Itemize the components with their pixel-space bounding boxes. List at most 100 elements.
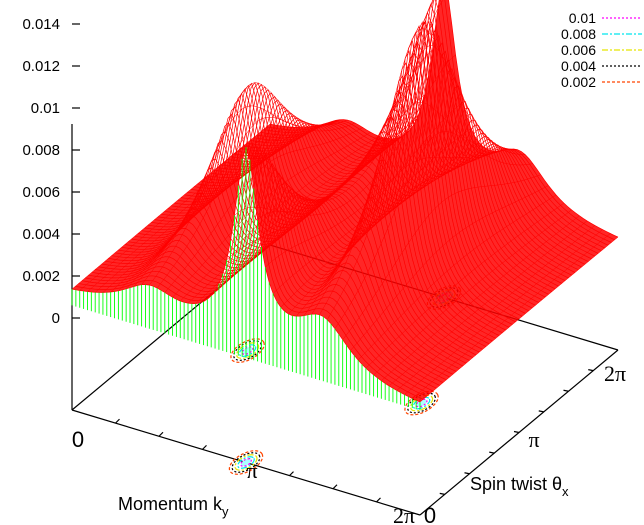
theta-tick-mark — [588, 369, 594, 372]
theta-tick-mark — [464, 472, 470, 475]
mesh-line — [311, 101, 510, 315]
mesh-line — [357, 194, 557, 361]
mesh-line — [269, 0, 619, 238]
z-tick-label: 0 — [52, 310, 60, 327]
mesh-line — [134, 145, 483, 350]
mesh-line — [388, 220, 588, 387]
theta-tick-mark — [489, 451, 495, 454]
mesh-line — [319, 28, 518, 315]
contour-ring — [235, 342, 260, 359]
mesh-line — [211, 130, 410, 296]
z-tick-label: 0.004 — [22, 226, 60, 243]
mesh-line — [280, 142, 479, 308]
mesh-line — [75, 143, 424, 400]
ky-tick-mark — [115, 418, 120, 424]
mesh-line — [108, 177, 457, 372]
mesh-line — [195, 138, 394, 304]
mesh-line — [272, 128, 472, 294]
mesh-line — [110, 126, 309, 293]
surface-mesh — [71, 0, 619, 411]
mesh-line — [210, 93, 559, 287]
mesh-line — [154, 62, 503, 334]
theta-tick-mark — [538, 410, 544, 413]
ky-tick-mark — [202, 444, 207, 450]
mesh-line — [365, 202, 565, 369]
theta-tick-pi: π — [528, 427, 539, 452]
mesh-line — [170, 21, 520, 320]
mesh-line — [101, 167, 450, 378]
mesh-line — [131, 159, 480, 353]
legend-label: 0.01 — [569, 10, 596, 26]
mesh-line — [373, 209, 572, 376]
z-tick-label: 0.002 — [22, 268, 60, 285]
mesh-line — [95, 158, 444, 383]
mesh-line — [174, 19, 523, 317]
mesh-line — [419, 236, 619, 403]
theta-tick-0: 0 — [424, 503, 436, 525]
mesh-line — [218, 118, 418, 284]
contour-ring — [228, 450, 264, 475]
mesh-line — [288, 148, 487, 315]
mesh-line — [85, 146, 434, 392]
mesh-line — [350, 185, 549, 351]
mesh-line — [156, 116, 356, 289]
mesh-line — [412, 233, 611, 399]
contour-ring — [233, 340, 262, 361]
mesh-line — [303, 150, 503, 316]
mesh-line — [133, 121, 333, 287]
mesh-line — [88, 149, 437, 389]
mesh-line — [296, 150, 495, 317]
mesh-line — [334, 131, 533, 329]
mesh-line — [381, 215, 580, 381]
mesh-line — [102, 127, 302, 293]
mesh-line — [265, 101, 464, 268]
legend-label: 0.004 — [561, 58, 596, 74]
z-tick-label: 0.008 — [22, 142, 60, 159]
mesh-line — [147, 89, 497, 339]
legend-label: 0.002 — [561, 74, 596, 90]
contour-ring — [230, 338, 265, 363]
mesh-line — [234, 50, 433, 216]
ky-tick-2pi: 2π — [393, 503, 415, 525]
mesh-line — [249, 0, 444, 203]
ky-tick-mark — [376, 497, 381, 503]
theta-axis-title: Spin twist θx — [470, 474, 569, 499]
contour-ring — [407, 392, 436, 414]
z-tick-label: 0.006 — [22, 184, 60, 201]
mesh-line — [187, 137, 387, 304]
mesh-line — [125, 123, 325, 289]
mesh-line — [118, 125, 317, 291]
mesh-line — [342, 174, 541, 340]
z-tick-label: 0.014 — [22, 16, 60, 33]
mesh-line — [396, 225, 595, 391]
mesh-line — [104, 172, 454, 375]
legend-label: 0.008 — [561, 26, 596, 42]
theta-tick-mark — [563, 389, 569, 392]
contour-ring — [409, 394, 434, 412]
mesh-line — [177, 20, 526, 314]
mesh-line — [124, 184, 473, 358]
mesh-line — [404, 229, 603, 395]
ky-tick-mark — [289, 471, 294, 477]
z-tick-label: 0.01 — [31, 100, 60, 117]
legend-label: 0.006 — [561, 42, 596, 58]
mesh-line — [164, 127, 363, 293]
ky-axis-title: Momentum ky — [118, 494, 229, 519]
mesh-line — [95, 127, 294, 293]
ky-tick-0: 0 — [72, 427, 84, 452]
mesh-line — [87, 126, 286, 292]
mesh-line — [326, 45, 526, 320]
mesh-line — [79, 125, 278, 291]
contour-ring — [231, 452, 261, 473]
contour-ring — [240, 458, 252, 467]
theta-tick-mark — [439, 492, 445, 495]
mesh-line — [141, 117, 490, 345]
mesh-line — [161, 39, 510, 328]
mesh-line — [203, 136, 402, 302]
mesh-line — [172, 131, 371, 298]
ky-tick-pi: π — [246, 458, 257, 483]
theta-tick-2pi: 2π — [604, 361, 626, 386]
